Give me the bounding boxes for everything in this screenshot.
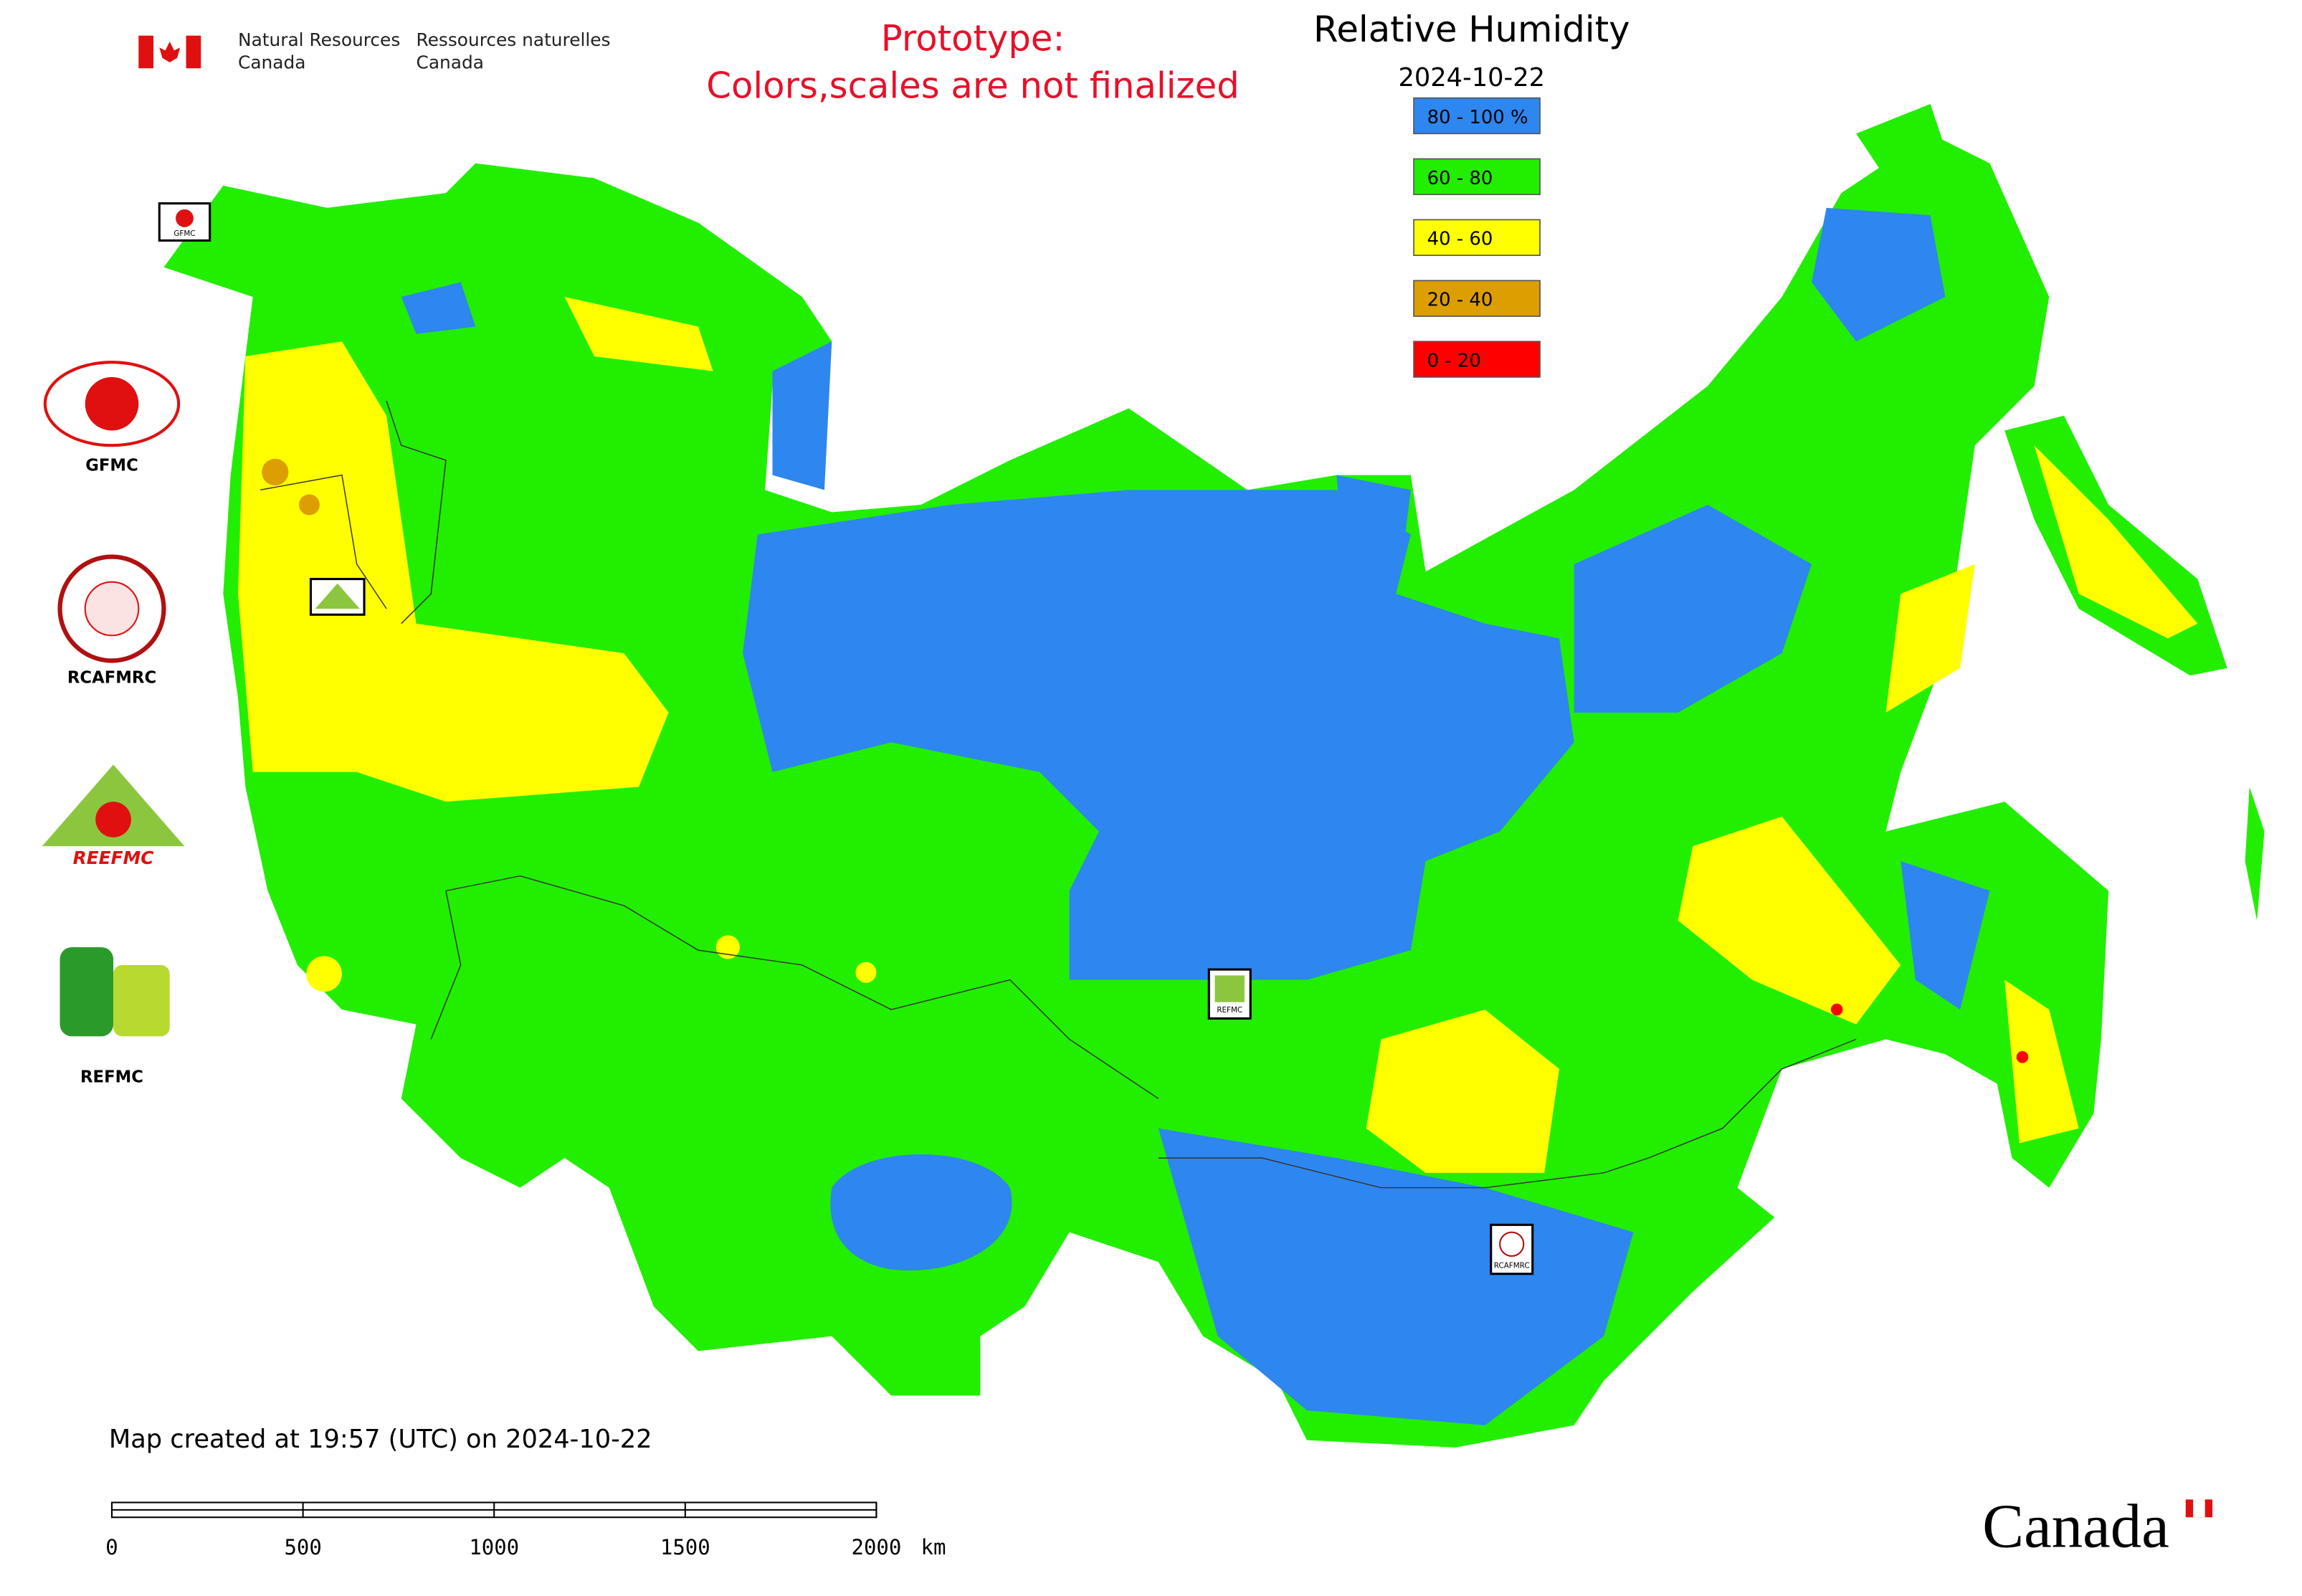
notice: Colors,scales are not finalized (706, 65, 1239, 107)
logo-stripes (60, 947, 114, 1037)
scale-label: 1500 (660, 1535, 710, 1559)
marker-label: GFMC (173, 229, 195, 238)
logo-label: REFMC (80, 1068, 143, 1087)
legend-swatch (1413, 341, 1541, 378)
legend-label: 0 - 20 (1427, 350, 1481, 371)
logo-flame (85, 376, 139, 431)
marker: RCAFMRC (1490, 1223, 1534, 1276)
logo-ring (43, 361, 181, 447)
border (386, 400, 447, 624)
legend-label: 20 - 40 (1427, 290, 1493, 311)
agency-en: Canada (238, 52, 305, 72)
humidity-region (2004, 979, 2079, 1144)
agency-fr: Canada (417, 52, 484, 72)
humidity-region (1885, 564, 1975, 713)
legend-swatch (1413, 158, 1541, 196)
humidity-spot (298, 494, 320, 516)
humidity-spot (855, 961, 877, 983)
humidity-spot (1830, 1003, 1843, 1016)
border (1158, 1157, 1649, 1189)
marker: GFMC (158, 202, 211, 242)
humidity-region (2245, 787, 2265, 921)
logo-refmc: REFMC (60, 947, 170, 1087)
humidity-spot (306, 956, 342, 992)
humidity-region (238, 341, 669, 802)
border (445, 875, 1159, 1099)
scale-unit: km (921, 1535, 946, 1559)
humidity-region (1158, 1128, 1634, 1425)
legend-swatch (1413, 280, 1541, 317)
map-title: Relative Humidity (1313, 9, 1630, 50)
marker-icon (1214, 975, 1245, 1002)
borders (260, 400, 1857, 1189)
flag-bar (138, 35, 153, 69)
humidity-region (772, 341, 832, 490)
logo-reefmc: REEFMC (42, 764, 185, 868)
logo-inner (84, 581, 140, 637)
legend-label: 80 - 100 % (1427, 107, 1528, 128)
border (260, 474, 387, 609)
humidity-region (1336, 475, 1411, 564)
canada-wordmark: Canada (1982, 1492, 2213, 1561)
humidity-region (1856, 103, 1946, 179)
border (1647, 1038, 1857, 1159)
scale-bar: 0 500 1000 1500 2000 km (105, 1501, 946, 1559)
land (163, 103, 2265, 1448)
marker-icon (315, 583, 360, 609)
humidity-region (830, 1154, 1012, 1271)
scale-label: 2000 (852, 1535, 902, 1559)
agency-en: Natural Resources (238, 29, 400, 50)
scale-label: 500 (284, 1535, 321, 1559)
legend: 80 - 100 % 60 - 80 40 - 60 20 - 40 0 - 20 (1413, 97, 1541, 378)
maple-leaf (159, 41, 181, 62)
humidity-region (1901, 861, 1990, 1010)
footer-note: Map created at 19:57 (UTC) on 2024-10-22 (109, 1425, 652, 1454)
marker: REFMC (1207, 968, 1252, 1020)
humidity-region (564, 297, 713, 371)
legend-label: 40 - 60 (1427, 229, 1493, 250)
logo-tile (113, 964, 170, 1037)
agency-fr: Ressources naturelles (417, 29, 611, 50)
scale-label: 0 (105, 1535, 118, 1559)
marker (309, 578, 366, 616)
humidity-region (401, 282, 476, 334)
notice: Prototype: (881, 17, 1065, 59)
logo-flame (95, 802, 131, 837)
border (430, 890, 462, 1040)
marker-label: RCAFMRC (1494, 1261, 1530, 1270)
wordmark-flag (2193, 1499, 2205, 1518)
legend-swatch (1413, 219, 1541, 256)
nrcan-signature: Natural Resources Canada Ressources natu… (138, 29, 611, 72)
humidity-region (2034, 445, 2198, 639)
logo-label: REEFMC (73, 847, 154, 868)
legend-swatch (1413, 97, 1541, 135)
humidity-region (743, 490, 1574, 980)
flag-bar (186, 35, 201, 69)
logo-label: RCAFMRC (67, 669, 156, 688)
logo-rcafmrc: RCAFMRC (57, 554, 166, 688)
logo-label: GFMC (85, 456, 138, 475)
humidity-region (1811, 207, 1946, 342)
map-date: 2024-10-22 (1399, 63, 1546, 92)
humidity-spot (2016, 1051, 2029, 1063)
legend-label: 60 - 80 (1427, 168, 1493, 189)
humidity-spot (262, 458, 289, 486)
marker-label: REFMC (1217, 1006, 1242, 1015)
humidity-region (1574, 505, 1812, 713)
humidity-region (1678, 816, 1901, 1025)
logo-gfmc: GFMC (43, 361, 181, 475)
wordmark: Canada (1982, 1492, 2169, 1561)
marker-icon (176, 209, 194, 227)
marker-icon (1499, 1231, 1525, 1257)
humidity-region (1366, 1010, 1559, 1173)
scale-label: 1000 (469, 1535, 519, 1559)
